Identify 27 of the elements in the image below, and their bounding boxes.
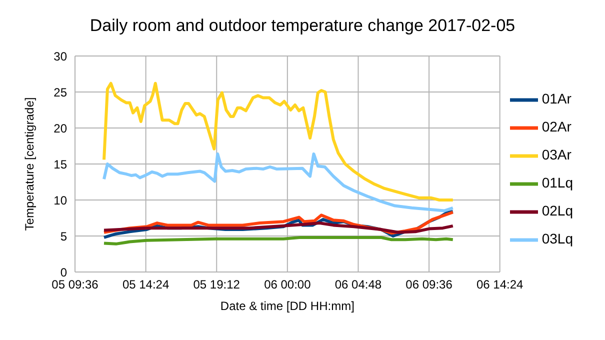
legend-label: 01Ar [542,90,572,107]
x-tick-label: 06 04:48 [334,278,382,292]
x-tick-label: 06 14:24 [476,278,524,292]
y-tick-label: 25 [54,85,68,100]
y-tick-label: 20 [54,121,68,136]
y-tick-label: 0 [60,265,68,280]
y-tick-label: 10 [54,193,68,208]
line-series [102,236,454,246]
legend-label: 02Lq [542,202,573,219]
legend-label: 03Ar [542,146,572,163]
x-tick-label: 06 00:00 [264,278,312,292]
y-tick-label: 5 [60,229,68,244]
y-tick-label: 15 [54,157,68,172]
x-axis-title: Date & time [DD HH:mm] [220,299,354,313]
line-series [102,152,454,212]
x-tick-label: 05 19:12 [193,278,240,292]
x-tick-label: 05 14:24 [122,278,170,292]
legend-label: 03Lq [542,230,573,247]
line-series [102,222,454,234]
chart-title: Daily room and outdoor temperature change 2017-02-05 [88,16,516,36]
legend-label: 02Ar [542,118,572,135]
y-tick-label: 30 [54,49,68,64]
x-tick-label: 05 09:36 [52,278,99,292]
line-series [102,82,454,202]
x-tick-label: 06 09:36 [406,278,453,292]
y-axis-title: Temperature [centigrade] [22,97,36,231]
legend-label: 01Lq [542,174,573,191]
